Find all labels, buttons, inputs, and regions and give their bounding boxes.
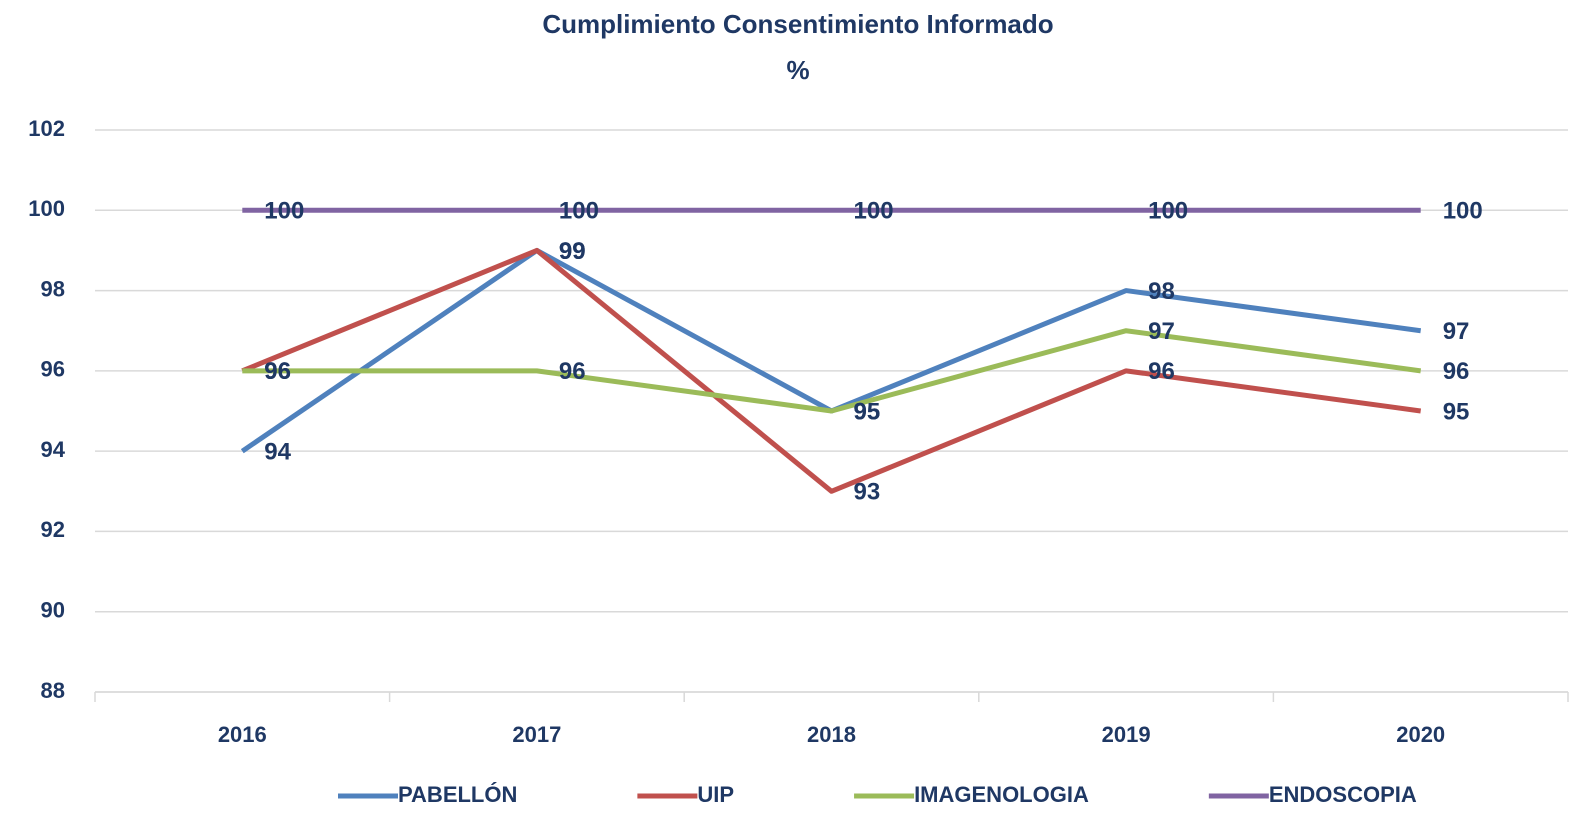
data-label: 96 (264, 358, 291, 385)
x-tick-label: 2020 (1396, 722, 1445, 747)
data-label: 96 (559, 358, 586, 385)
series-line (241, 247, 1422, 494)
data-label: 100 (1148, 198, 1188, 225)
data-label: 100 (559, 198, 599, 225)
legend-label: UIP (697, 782, 734, 807)
data-label: 95 (854, 398, 881, 425)
chart-title: Cumplimiento Consentimiento Informado (542, 9, 1053, 39)
data-label: 99 (559, 238, 586, 265)
data-label: 97 (1148, 318, 1175, 345)
legend: PABELLÓN UIP IMAGENOLOGIA ENDOSCOPIA (338, 782, 1417, 807)
legend-label: PABELLÓN (398, 782, 517, 807)
data-label: 100 (854, 198, 894, 225)
data-label: 96 (264, 358, 291, 385)
series-line (240, 247, 1422, 454)
legend-label: ENDOSCOPIA (1269, 782, 1417, 807)
y-tick-label: 102 (28, 116, 65, 141)
data-label: 95 (1443, 398, 1470, 425)
y-tick-label: 88 (41, 678, 65, 703)
y-tick-label: 94 (41, 437, 66, 462)
y-tick-label: 92 (41, 517, 65, 542)
data-label: 93 (854, 479, 881, 506)
legend-label: IMAGENOLOGIA (914, 782, 1089, 807)
data-label: 100 (1443, 198, 1483, 225)
x-tick-label: 2018 (807, 722, 856, 747)
y-tick-label: 98 (41, 276, 65, 301)
y-tick-label: 96 (41, 357, 65, 382)
data-label: 95 (854, 398, 881, 425)
data-label: 97 (1443, 318, 1470, 345)
chart-subtitle: % (786, 55, 809, 85)
y-tick-label: 90 (41, 598, 65, 623)
data-label: 100 (264, 198, 304, 225)
x-tick-label: 2017 (512, 722, 561, 747)
series-line (242, 328, 1422, 414)
data-label: 98 (1148, 278, 1175, 305)
data-label: 96 (1148, 358, 1175, 385)
data-label: 96 (1443, 358, 1470, 385)
x-tick-label: 2019 (1102, 722, 1151, 747)
data-label: 99 (559, 238, 586, 265)
y-tick-label: 100 (28, 196, 65, 221)
x-tick-label: 2016 (218, 722, 267, 747)
data-label: 94 (264, 438, 291, 465)
